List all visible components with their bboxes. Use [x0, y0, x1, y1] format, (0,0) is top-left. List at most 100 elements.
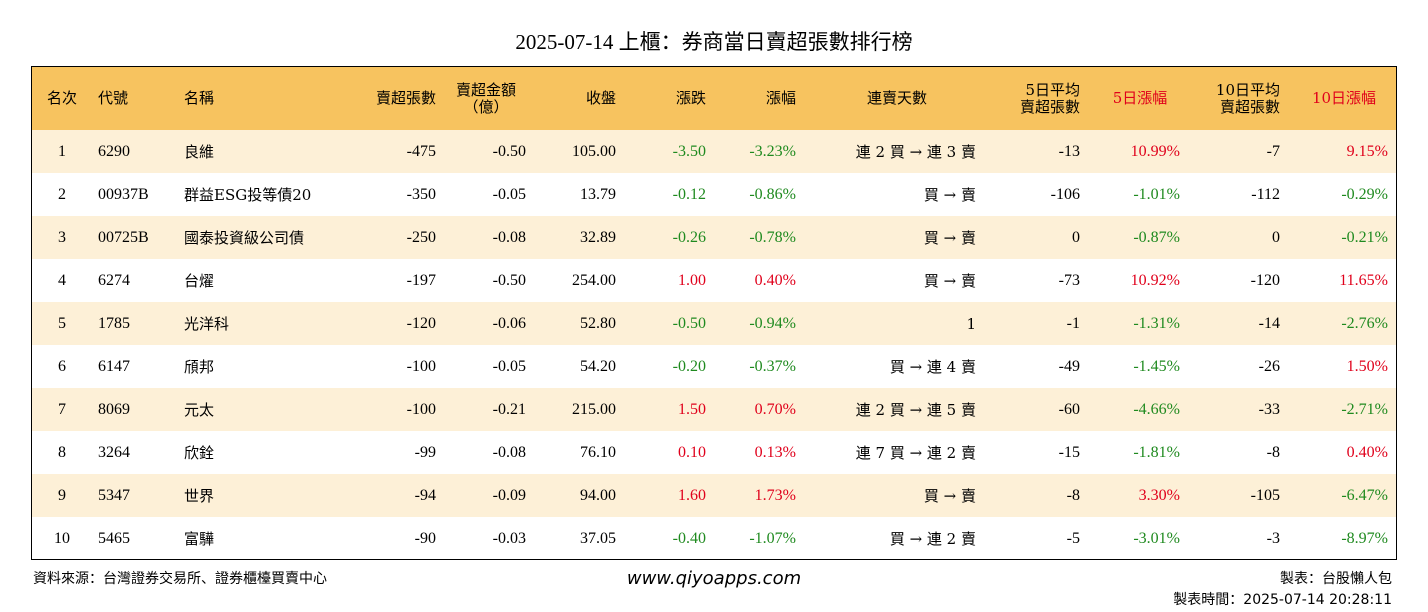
cell-close: 76.10: [580, 443, 616, 461]
header-rank: 名次: [46, 89, 77, 107]
cell-change-pct: -0.94%: [749, 314, 796, 332]
cell-sell-amount: -0.06: [492, 314, 526, 332]
cell-streak: 1: [966, 314, 976, 333]
cell-pct5: 10.99%: [1130, 142, 1180, 160]
cell-change: 0.10: [678, 443, 706, 461]
cell-avg5: -15: [1058, 443, 1080, 461]
table-row: 1 6290 良維 -475 -0.50 105.00 -3.50 -3.23%…: [32, 130, 1396, 173]
cell-pct10: -0.21%: [1341, 228, 1388, 246]
cell-avg5: -13: [1058, 142, 1080, 160]
ranking-table: 名次 代號 名稱 賣超張數 賣超金額 （億） 收盤 漲跌 漲幅 連賣天數 5日平…: [32, 67, 1396, 559]
cell-change-pct: 1.73%: [754, 486, 796, 504]
cell-code: 6147: [98, 357, 130, 375]
header-pct5: 5日漲幅: [1112, 89, 1168, 107]
cell-pct5: -1.81%: [1133, 443, 1180, 461]
cell-pct10: -6.47%: [1341, 486, 1388, 504]
header-change-pct: 漲幅: [765, 89, 796, 107]
cell-change: 1.60: [678, 486, 706, 504]
cell-code: 5465: [98, 529, 130, 547]
cell-code: 8069: [98, 400, 130, 418]
table-row: 4 6274 台燿 -197 -0.50 254.00 1.00 0.40% 買…: [32, 259, 1396, 302]
cell-name: 富驊: [184, 530, 215, 548]
cell-streak: 買 → 連 4 賣: [889, 358, 976, 376]
cell-avg10: -26: [1258, 357, 1280, 375]
cell-streak: 買 → 賣: [923, 186, 976, 204]
cell-name: 國泰投資級公司債: [184, 229, 305, 247]
cell-avg10: -3: [1266, 529, 1280, 547]
cell-close: 37.05: [580, 529, 616, 547]
cell-avg5: -60: [1058, 400, 1080, 418]
header-sell-amount-line2: （億）: [463, 97, 509, 116]
website-link[interactable]: www.qiyoapps.com: [626, 568, 802, 589]
cell-change-pct: 0.13%: [754, 443, 796, 461]
cell-change-pct: 0.40%: [754, 271, 796, 289]
cell-change-pct: -0.78%: [749, 228, 796, 246]
cell-pct10: -2.76%: [1341, 314, 1388, 332]
cell-avg5: 0: [1072, 228, 1080, 246]
cell-sell-volume: -350: [406, 185, 436, 203]
cell-change: -0.40: [672, 529, 706, 547]
cell-name: 良維: [184, 143, 215, 161]
cell-close: 54.20: [580, 357, 616, 375]
cell-avg5: -73: [1058, 271, 1080, 289]
cell-streak: 買 → 連 2 賣: [889, 530, 976, 548]
header-avg10-line1: 10日平均: [1215, 80, 1280, 99]
cell-sell-volume: -475: [406, 142, 436, 160]
cell-code: 3264: [98, 443, 130, 461]
cell-avg10: -7: [1266, 142, 1280, 160]
cell-name: 世界: [184, 487, 215, 505]
cell-rank: 6: [58, 357, 66, 375]
cell-sell-volume: -90: [414, 529, 436, 547]
cell-sell-amount: -0.09: [492, 486, 526, 504]
header-sell-amount-line1: 賣超金額: [455, 80, 516, 99]
cell-sell-amount: -0.03: [492, 529, 526, 547]
cell-sell-volume: -99: [414, 443, 436, 461]
header-code: 代號: [98, 89, 129, 107]
cell-pct5: 10.92%: [1130, 271, 1180, 289]
cell-pct5: 3.30%: [1138, 486, 1180, 504]
cell-avg5: -8: [1066, 486, 1080, 504]
table-row: 7 8069 元太 -100 -0.21 215.00 1.50 0.70% 連…: [32, 388, 1396, 431]
cell-sell-amount: -0.50: [492, 142, 526, 160]
header-avg5-line2: 賣超張數: [1019, 97, 1080, 116]
cell-change-pct: -0.37%: [749, 357, 796, 375]
table-row: 10 5465 富驊 -90 -0.03 37.05 -0.40 -1.07% …: [32, 517, 1396, 559]
cell-avg10: -33: [1258, 400, 1280, 418]
cell-pct10: 9.15%: [1346, 142, 1388, 160]
cell-avg10: 0: [1272, 228, 1280, 246]
table-header-row: 名次 代號 名稱 賣超張數 賣超金額 （億） 收盤 漲跌 漲幅 連賣天數 5日平…: [32, 67, 1396, 130]
cell-close: 94.00: [580, 486, 616, 504]
cell-change: -3.50: [672, 142, 706, 160]
cell-code: 5347: [98, 486, 130, 504]
cell-change: -0.26: [672, 228, 706, 246]
made-time-note: 製表時間：2025-07-14 20:28:11: [1173, 592, 1392, 608]
cell-pct5: -1.45%: [1133, 357, 1180, 375]
header-streak: 連賣天數: [866, 89, 927, 107]
cell-rank: 7: [58, 400, 66, 418]
cell-avg10: -14: [1258, 314, 1280, 332]
cell-pct10: -2.71%: [1341, 400, 1388, 418]
cell-pct5: -1.31%: [1133, 314, 1180, 332]
cell-sell-amount: -0.05: [492, 185, 526, 203]
page-title: 2025-07-14 上櫃：券商當日賣超張數排行榜: [515, 30, 913, 54]
cell-avg10: -112: [1251, 185, 1280, 203]
cell-change-pct: -0.86%: [749, 185, 796, 203]
cell-code: 6274: [98, 271, 130, 289]
cell-code: 00937B: [98, 185, 149, 203]
cell-close: 52.80: [580, 314, 616, 332]
cell-streak: 連 2 買 → 連 3 賣: [855, 143, 976, 161]
cell-name: 頎邦: [184, 358, 215, 376]
cell-streak: 買 → 賣: [923, 487, 976, 505]
cell-sell-volume: -197: [406, 271, 436, 289]
cell-sell-amount: -0.08: [492, 443, 526, 461]
table-row: 3 00725B 國泰投資級公司債 -250 -0.08 32.89 -0.26…: [32, 216, 1396, 259]
cell-code: 1785: [98, 314, 130, 332]
cell-avg10: -120: [1250, 271, 1280, 289]
cell-pct5: -1.01%: [1133, 185, 1180, 203]
cell-avg5: -49: [1058, 357, 1080, 375]
header-avg10: 10日平均 賣超張數: [1190, 67, 1290, 130]
ranking-table-frame: 名次 代號 名稱 賣超張數 賣超金額 （億） 收盤 漲跌 漲幅 連賣天數 5日平…: [31, 66, 1397, 560]
cell-change-pct: 0.70%: [754, 400, 796, 418]
cell-streak: 連 7 買 → 連 2 賣: [855, 444, 976, 462]
cell-pct10: 11.65%: [1339, 271, 1388, 289]
